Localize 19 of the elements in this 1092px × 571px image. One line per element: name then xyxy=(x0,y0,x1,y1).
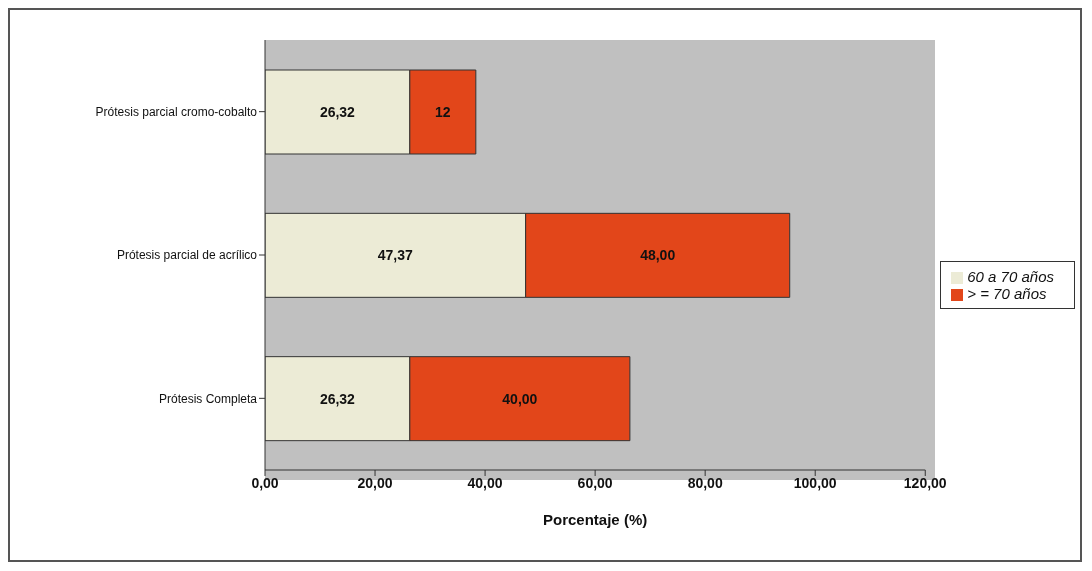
x-tick-label: 80,00 xyxy=(687,474,723,491)
x-axis-title: Porcentaje (%) xyxy=(543,511,648,528)
x-tick-label: 100,00 xyxy=(793,474,837,491)
legend-label: > = 70 años xyxy=(967,285,1047,302)
data-label: 47,37 xyxy=(377,247,414,264)
x-tick-label: 20,00 xyxy=(357,474,393,491)
x-tick-label: 120,00 xyxy=(903,474,947,491)
data-label: 26,32 xyxy=(319,103,356,120)
data-label: 40,00 xyxy=(502,390,538,407)
x-tick-label: 40,00 xyxy=(467,474,503,491)
legend-label: 60 a 70 años xyxy=(967,268,1054,285)
data-label: 26,32 xyxy=(319,390,356,407)
y-tick-label: Prótesis parcial de acrílico xyxy=(116,248,258,263)
x-tick-label: 0,00 xyxy=(251,474,279,491)
x-tick-label: 60,00 xyxy=(577,474,613,491)
y-tick-label: Prótesis Completa xyxy=(158,391,258,406)
data-label: 12 xyxy=(435,103,451,120)
y-tick-label: Prótesis parcial cromo-cobalto xyxy=(95,104,258,119)
data-label: 48,00 xyxy=(640,247,676,264)
